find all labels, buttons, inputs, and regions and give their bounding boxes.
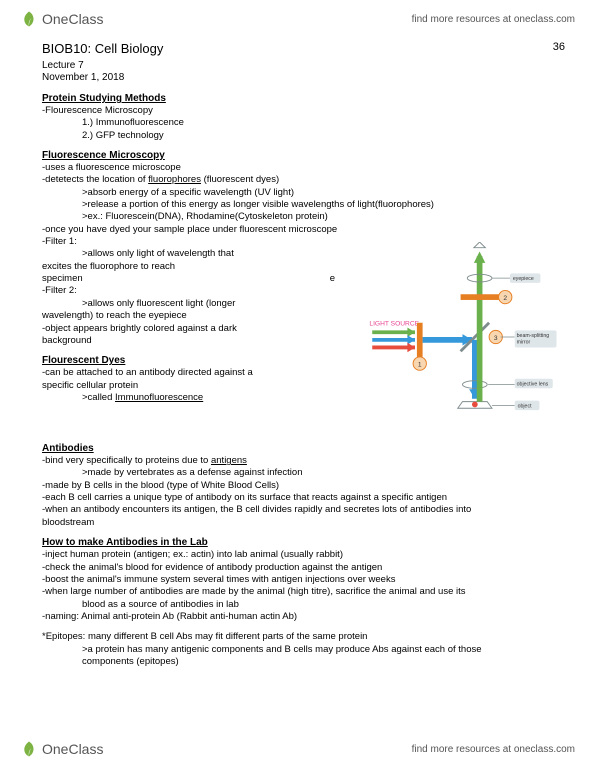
note-line: 1.) Immunofluorescence (42, 117, 565, 129)
note-line: -Flourescence Microscopy (42, 105, 565, 117)
leaf-icon (20, 740, 38, 758)
note-line: -when an antibody encounters its antigen… (42, 504, 565, 516)
document-content: 36 BIOB10: Cell Biology Lecture 7 Novemb… (0, 33, 595, 668)
note-line: >absorb energy of a specific wavelength … (42, 187, 565, 199)
brand-name: OneClass (42, 11, 103, 27)
lecture-date: November 1, 2018 (42, 72, 565, 83)
heading-antibodies: Antibodies (42, 443, 565, 454)
note-line: wavelength) to reach the eyepiece (42, 310, 355, 322)
course-title: BIOB10: Cell Biology (42, 41, 565, 56)
note-line: -can be attached to an antibody directed… (42, 367, 355, 379)
note-line: *Epitopes: many different B cell Abs may… (42, 631, 565, 643)
heading-fluorescence-microscopy: Fluorescence Microscopy (42, 150, 565, 161)
text-underline: antigens (211, 455, 247, 466)
note-line: background (42, 335, 355, 347)
brand-logo: OneClass (20, 10, 103, 28)
label-light-source: LIGHT SOURCE (369, 321, 419, 328)
microscope-diagram: LIGHT SOURCE 1 3 beam-splitting mirror (365, 242, 560, 432)
text-underline: fluorophores (148, 174, 201, 185)
note-line: -uses a fluorescence microscope (42, 162, 565, 174)
lecture-number: Lecture 7 (42, 60, 565, 71)
heading-fluorescent-dyes: Flourescent Dyes (42, 355, 355, 366)
note-line: -object appears brightly colored against… (42, 323, 355, 335)
brand-logo-footer: OneClass (20, 740, 103, 758)
note-line: >a protein has many antigenic components… (42, 644, 565, 656)
svg-text:2: 2 (503, 295, 507, 302)
footer-tagline: find more resources at oneclass.com (412, 744, 575, 755)
note-line: >made by vertebrates as a defense agains… (42, 467, 565, 479)
page-number: 36 (553, 41, 565, 53)
svg-text:1: 1 (418, 362, 422, 369)
text: (fluorescent dyes) (201, 174, 279, 185)
note-line: >ex.: Fluorescein(DNA), Rhodamine(Cytosk… (42, 211, 565, 223)
text: >called (82, 392, 115, 403)
text-underline: Immunofluorescence (115, 392, 203, 403)
svg-text:beam-splitting: beam-splitting (517, 333, 550, 339)
note-line: >release a portion of this energy as lon… (42, 199, 565, 211)
heading-make-antibodies: How to make Antibodies in the Lab (42, 537, 565, 548)
note-line: specimen e (42, 273, 355, 285)
note-line: -Filter 2: (42, 285, 355, 297)
svg-text:eyepiece: eyepiece (513, 276, 534, 282)
note-line: -Filter 1: (42, 236, 355, 248)
note-line: >called Immunofluorescence (42, 392, 355, 404)
note-line: -made by B cells in the blood (type of W… (42, 480, 565, 492)
header-tagline: find more resources at oneclass.com (412, 14, 575, 25)
note-line: excites the fluorophore to reach (42, 261, 355, 273)
leaf-icon (20, 10, 38, 28)
note-line: -check the animal's blood for evidence o… (42, 562, 565, 574)
diagram-column: LIGHT SOURCE 1 3 beam-splitting mirror (365, 236, 565, 435)
svg-text:object: object (518, 403, 532, 409)
note-line: -bind very specifically to proteins due … (42, 455, 565, 467)
page-header: OneClass find more resources at oneclass… (0, 0, 595, 33)
note-line: -boost the animal's immune system severa… (42, 574, 565, 586)
note-line: -naming: Animal anti-protein Ab (Rabbit … (42, 611, 565, 623)
note-line: -detetects the location of fluorophores … (42, 174, 565, 186)
text: specimen (42, 273, 83, 285)
note-line: specific cellular protein (42, 380, 355, 392)
note-line: >allows only fluorescent light (longer (42, 298, 355, 310)
svg-text:objective lens: objective lens (517, 382, 549, 388)
note-line: bloodstream (42, 517, 565, 529)
brand-name-footer: OneClass (42, 741, 103, 757)
note-line: -inject human protein (antigen; ex.: act… (42, 549, 565, 561)
svg-text:mirror: mirror (517, 340, 531, 346)
heading-protein-methods: Protein Studying Methods (42, 93, 565, 104)
note-line: components (epitopes) (42, 656, 565, 668)
note-line: >allows only light of wavelength that (42, 248, 355, 260)
note-line: -once you have dyed your sample place un… (42, 224, 565, 236)
text: -bind very specifically to proteins due … (42, 455, 211, 466)
page-footer: OneClass find more resources at oneclass… (0, 732, 595, 770)
text: -detetects the location of (42, 174, 148, 185)
two-column-region: -Filter 1: >allows only light of wavelen… (42, 236, 565, 435)
note-line: -each B cell carries a unique type of an… (42, 492, 565, 504)
left-column: -Filter 1: >allows only light of wavelen… (42, 236, 355, 435)
note-line: blood as a source of antibodies in lab (42, 599, 565, 611)
text: e (330, 273, 335, 285)
note-line: 2.) GFP technology (42, 130, 565, 142)
svg-text:3: 3 (494, 335, 498, 342)
note-line: -when large number of antibodies are mad… (42, 586, 565, 598)
